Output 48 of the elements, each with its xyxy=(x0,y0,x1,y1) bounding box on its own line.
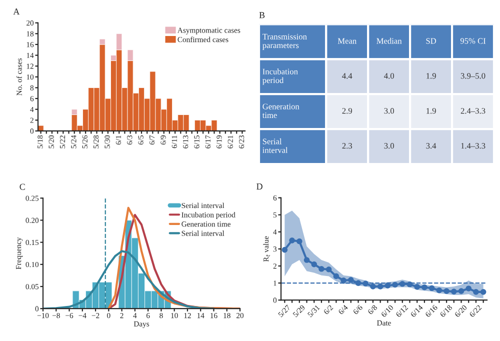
category-label: SD xyxy=(426,38,436,44)
text: 2.4–3.3 xyxy=(460,108,486,114)
category-label: Incubation period xyxy=(262,68,298,85)
point xyxy=(480,288,486,295)
text: 1.9 xyxy=(426,108,436,114)
text: 4.4 xyxy=(342,73,352,79)
point xyxy=(289,237,295,244)
text: 3.0 xyxy=(384,108,394,114)
chart-title: A xyxy=(13,8,20,15)
point xyxy=(466,286,472,292)
point xyxy=(428,285,435,292)
point xyxy=(450,288,457,294)
point xyxy=(473,288,479,295)
text: 2.3 xyxy=(342,143,352,149)
point xyxy=(282,246,288,253)
point xyxy=(311,261,318,268)
category-label: Mean xyxy=(338,38,356,44)
point xyxy=(414,284,420,290)
chart-title: C xyxy=(20,184,25,190)
text: 3.4 xyxy=(426,143,436,149)
category-label: Median xyxy=(376,38,402,44)
point xyxy=(422,284,428,290)
point xyxy=(340,278,346,284)
text: B xyxy=(259,12,265,18)
point xyxy=(333,273,340,280)
text: 2.9 xyxy=(342,108,352,114)
chart-title: D xyxy=(256,184,262,190)
point xyxy=(296,238,302,244)
point xyxy=(384,282,391,289)
point xyxy=(304,257,310,263)
category-label: 95% CI xyxy=(460,38,486,44)
text: 3.0 xyxy=(384,143,394,149)
text: 3.9–5.0 xyxy=(460,73,486,79)
category-label: Generation time xyxy=(262,104,300,118)
point xyxy=(318,266,324,272)
point xyxy=(348,277,354,283)
text: 1.9 xyxy=(426,73,436,79)
point xyxy=(436,287,442,294)
point xyxy=(377,284,384,290)
point xyxy=(326,266,332,272)
text: 1.4–3.3 xyxy=(461,143,486,149)
point xyxy=(370,284,376,290)
bar xyxy=(38,125,44,131)
category-label: Transmission parameters xyxy=(262,34,307,50)
point xyxy=(444,288,450,294)
point xyxy=(458,288,464,294)
text: 4.0 xyxy=(384,73,394,79)
category-label: Serial interval xyxy=(262,138,288,153)
